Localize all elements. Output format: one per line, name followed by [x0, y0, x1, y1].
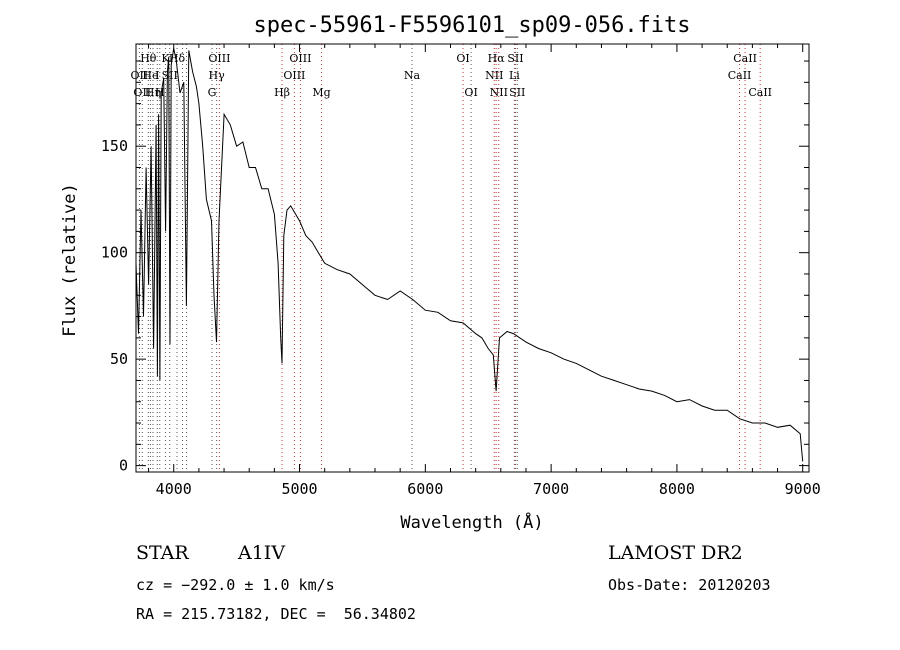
chart-title: spec-55961-F5596101_sp09-056.fits — [253, 13, 690, 38]
spectral-line-label: OIII — [289, 52, 311, 65]
spectral-line-label: OI — [456, 52, 469, 65]
spectral-line-label: NII — [485, 69, 503, 82]
spectral-line-label: OIII — [208, 52, 230, 65]
y-axis-ticks: 0 50 100 150 — [101, 60, 809, 475]
spectral-line-label: Hα — [488, 52, 506, 65]
plot-frame — [135, 43, 810, 473]
y-tick-label: 50 — [110, 350, 128, 368]
x-tick-label: 8000 — [659, 480, 695, 498]
x-tick-label: 5000 — [281, 480, 317, 498]
spectral-line-label: OIII — [283, 69, 305, 82]
y-tick-label: 0 — [119, 457, 128, 475]
spectral-line-label: Hβ — [274, 86, 290, 99]
spectral-line-label: CaII — [733, 52, 757, 65]
y-tick-label: 100 — [101, 244, 128, 262]
spectral-line-label: G — [208, 86, 217, 99]
spectral-line-label: Hγ — [209, 69, 226, 82]
redshift-cz: cz = −292.0 ± 1.0 km/s — [136, 576, 335, 594]
spectral-line-label: He — [142, 69, 158, 82]
spectral-line-label: SII — [509, 86, 525, 99]
spectral-line-label: Hθ — [140, 52, 157, 65]
spectral-line-label: OII — [131, 69, 149, 82]
x-tick-label: 7000 — [533, 480, 569, 498]
spectral-line-label: SII — [162, 69, 178, 82]
spectral-line-label: I — [155, 69, 159, 82]
spectral-line-label: NII — [490, 86, 508, 99]
x-axis-ticks: 4000 5000 6000 7000 8000 9000 — [148, 44, 821, 498]
object-subclass: A1IV — [238, 542, 286, 564]
spectral-line-label: H — [155, 86, 165, 99]
spectral-line-label: OI — [464, 86, 477, 99]
spectral-line-label: CaII — [748, 86, 772, 99]
x-tick-label: 6000 — [407, 480, 443, 498]
obs-date: Obs-Date: 20120203 — [608, 576, 771, 594]
y-axis-label: Flux (relative) — [60, 183, 80, 337]
spectral-line-label: CaII — [728, 69, 752, 82]
y-tick-label: 150 — [101, 137, 128, 155]
spectral-line-label: Na — [404, 69, 421, 82]
spectral-line-markers — [138, 44, 761, 472]
spectral-line-label: Hη — [145, 86, 161, 99]
spectral-line-label: SII — [507, 52, 523, 65]
ra-dec: RA = 215.73182, DEC = 56.34802 — [136, 605, 416, 623]
spectral-line-label: Mg — [312, 86, 330, 99]
x-axis-label: Wavelength (Å) — [400, 511, 543, 533]
spectral-line-label: OII — [133, 86, 151, 99]
spectral-line-labels: OIIOIIHθHeHηIHKSIIHδGHγOIIIHβOIIIOIIIMgN… — [131, 52, 772, 99]
spectrum-series-line — [135, 48, 804, 462]
survey-name: LAMOST DR2 — [608, 542, 743, 564]
x-tick-label: 9000 — [785, 480, 821, 498]
x-tick-label: 4000 — [156, 480, 192, 498]
spectral-line-label: K — [161, 52, 170, 65]
spectral-line-label: Li — [509, 69, 520, 82]
object-type: STAR — [136, 542, 189, 564]
